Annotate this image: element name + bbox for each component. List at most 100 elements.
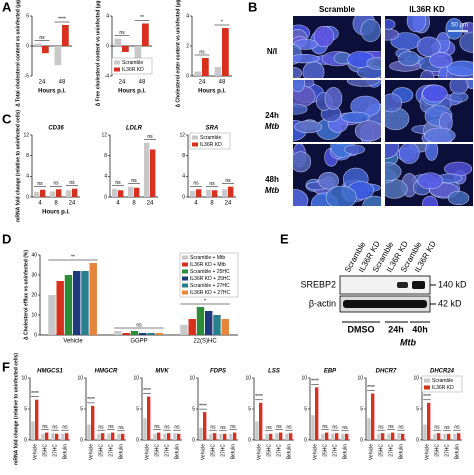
significance-label: ns: [39, 35, 45, 41]
y-tick-label: 10: [133, 375, 139, 381]
cell: [294, 120, 323, 134]
y-tick-label: 12: [101, 132, 107, 138]
significance-label: ns: [42, 424, 48, 430]
x-tick-label: 27HC: [108, 444, 114, 457]
cell: [446, 60, 473, 77]
bar: [391, 432, 395, 440]
micrograph: [385, 80, 473, 142]
y-tick-label: 30: [31, 272, 37, 278]
x-tick-label: Vehicle: [32, 444, 38, 460]
bar: [73, 271, 81, 335]
significance-label: ns: [342, 425, 348, 431]
y-tick-label: 5: [304, 406, 307, 412]
significance-label: ns: [230, 424, 236, 430]
cell: [385, 93, 403, 113]
x-tick-label: 25HC: [378, 444, 384, 457]
y-tick-label: 12: [179, 132, 185, 138]
significance-label: ****: [58, 16, 66, 22]
cells: [385, 144, 473, 206]
panel-letter: E: [280, 231, 289, 246]
bar: [214, 67, 222, 76]
cell: [422, 195, 438, 206]
chart-title: DHCR24: [430, 369, 455, 375]
x-tick-label: 24: [119, 80, 126, 86]
y-tick-label: 5: [80, 406, 83, 412]
legend-swatch: [114, 67, 120, 72]
bar-chart: 0 5 10 Vehicle **** 25HC ns 27HC ns Betulin ns HMGC…: [13, 353, 70, 465]
row-label: 48h: [265, 175, 279, 184]
bar: [205, 311, 213, 335]
cells: [293, 144, 381, 206]
x-tick-label: 48: [139, 80, 146, 86]
bar: [194, 71, 202, 76]
bar: [367, 418, 371, 440]
bar: [457, 433, 461, 440]
y-axis-label: mRNA fold change (relative to uninfected…: [13, 353, 19, 465]
legend-label: Scramble: [432, 378, 453, 384]
blot-band: [343, 300, 427, 308]
group-label: 40h: [412, 324, 428, 334]
y-tick-label: 5: [248, 406, 251, 412]
bar: [377, 433, 381, 440]
bar: [150, 149, 156, 197]
bar: [401, 433, 405, 440]
bar: [35, 399, 39, 440]
cells: [293, 16, 381, 78]
y-tick-label: 4: [104, 174, 107, 180]
blot-band: [412, 281, 425, 289]
cell: [362, 195, 381, 206]
bar: [45, 432, 49, 440]
y-axis-label: mRNA fold change (relative to uninfected…: [15, 110, 21, 222]
y-tick-label: 10: [189, 375, 195, 381]
bar: [142, 23, 149, 46]
cells: [385, 16, 473, 78]
chart-title: LSS: [268, 369, 280, 375]
bar: [371, 393, 375, 440]
bar: [221, 319, 229, 335]
bar-chart: -4 0 4 24 ns 48 ** Δ Free cholesterol content v…: [95, 0, 153, 106]
x-tick-label: Betulin: [286, 444, 292, 460]
y-tick-label: 8: [182, 153, 185, 159]
cell: [313, 25, 335, 48]
bar: [42, 46, 49, 54]
cell: [445, 18, 463, 40]
significance-label: ns: [164, 425, 170, 431]
bar: [453, 433, 457, 440]
significance-label: ns: [115, 180, 121, 186]
bar: [130, 331, 139, 335]
bar: [222, 28, 229, 76]
cell: [385, 162, 402, 181]
x-tick-label: 24: [69, 201, 76, 207]
y-tick-label: 40: [31, 252, 37, 258]
bar: [259, 402, 263, 440]
group-label: 24h: [388, 324, 404, 334]
x-tick-label: Betulin: [398, 444, 404, 460]
x-tick-label: 25HC: [154, 444, 160, 457]
legend-swatch: [182, 290, 188, 295]
bar: [199, 427, 203, 440]
y-tick-label: 0: [34, 332, 37, 338]
bar: [223, 433, 227, 440]
x-tick-label: 25HC: [434, 444, 440, 457]
y-tick-label: 5: [360, 406, 363, 412]
y-tick-label: 0: [304, 437, 307, 443]
x-tick-label: Vehicle: [144, 444, 150, 460]
marker-label: 42 kD: [438, 298, 462, 308]
significance-label: ns: [62, 425, 68, 431]
significance-label: ns: [199, 49, 205, 55]
y-tick-label: 8: [104, 153, 107, 159]
y-tick-label: 10: [31, 312, 37, 318]
bar: [433, 433, 437, 440]
bar: [335, 433, 339, 440]
legend-swatch: [182, 255, 188, 260]
bar: [196, 189, 202, 197]
y-tick-label: -4: [105, 73, 110, 79]
panel-letter: A: [2, 0, 12, 14]
significance-label: ns: [119, 30, 125, 36]
bar: [209, 433, 213, 440]
y-tick-label: 20: [31, 292, 37, 298]
bar: [72, 188, 78, 197]
bar: [331, 433, 335, 440]
bar: [147, 333, 155, 335]
